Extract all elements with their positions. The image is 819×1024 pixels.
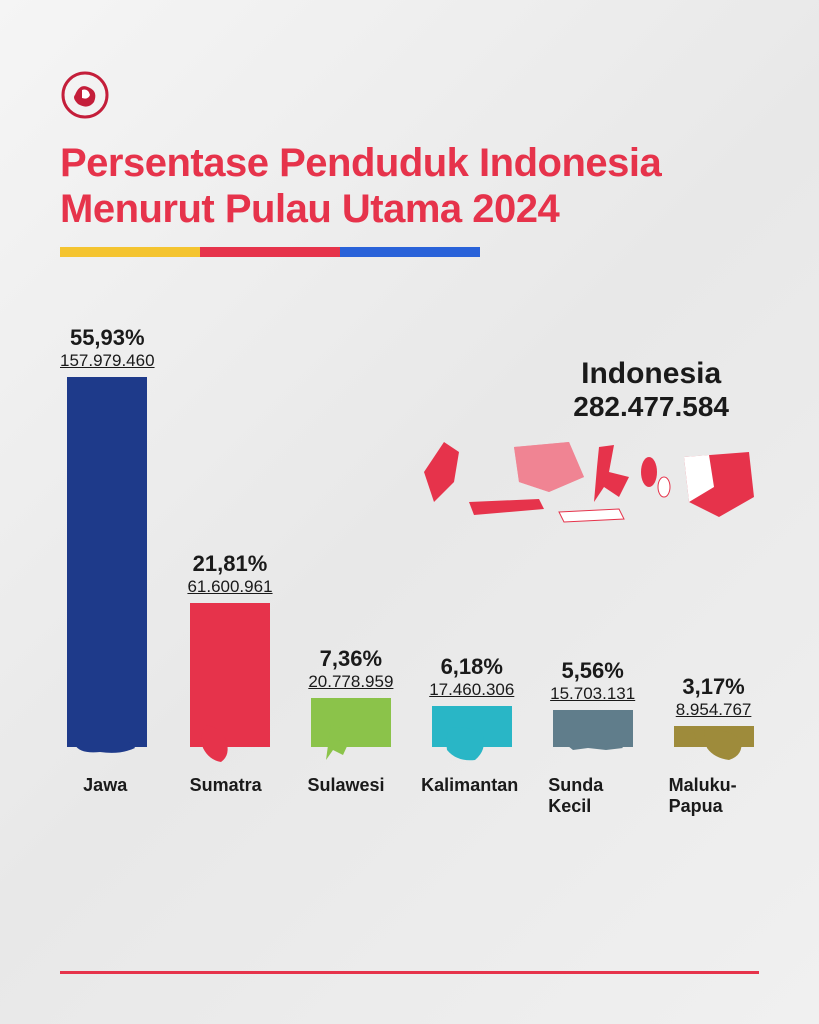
color-bar — [60, 247, 480, 257]
bar-value: 17.460.306 — [429, 680, 514, 700]
island-name: Sunda Kecil — [548, 775, 638, 817]
bar-label: 21,81%61.600.961 — [187, 551, 272, 597]
bar-label: 55,93%157.979.460 — [60, 325, 155, 371]
brand-logo — [60, 70, 110, 120]
infographic-container: Persentase Penduduk Indonesia Menurut Pu… — [0, 0, 819, 1024]
bar-percent: 6,18% — [429, 654, 514, 680]
island-name: Sulawesi — [307, 775, 384, 796]
page-title: Persentase Penduduk Indonesia Menurut Pu… — [60, 140, 759, 232]
bar-group: 55,93%157.979.460 — [60, 325, 155, 747]
bar-percent: 55,93% — [60, 325, 155, 351]
bar-percent: 21,81% — [187, 551, 272, 577]
bar-label: 6,18%17.460.306 — [429, 654, 514, 700]
island-icon — [311, 720, 381, 765]
island-name: Maluku-Papua — [669, 775, 759, 817]
island-cell: Sumatra — [180, 720, 270, 817]
bar-value: 61.600.961 — [187, 577, 272, 597]
island-cell: Sulawesi — [301, 720, 391, 817]
color-bar-segment — [340, 247, 480, 257]
bar-percent: 3,17% — [676, 674, 752, 700]
island-icon — [70, 720, 140, 765]
bar-percent: 5,56% — [550, 658, 635, 684]
island-icon — [191, 720, 261, 765]
bar-value: 15.703.131 — [550, 684, 635, 704]
chart-area: Indonesia 282.477.584 — [60, 297, 759, 857]
island-icon — [679, 720, 749, 765]
island-icon — [558, 720, 628, 765]
bar-chart: 55,93%157.979.460 21,81%61.600.961 7,36%20… — [60, 327, 759, 747]
island-cell: Maluku-Papua — [669, 720, 759, 817]
island-cell: Sunda Kecil — [548, 720, 638, 817]
bar-value: 20.778.959 — [308, 672, 393, 692]
bar-group: 21,81%61.600.961 — [185, 551, 276, 747]
bar-label: 3,17%8.954.767 — [676, 674, 752, 720]
footer-divider — [60, 971, 759, 974]
island-cell: Jawa — [60, 720, 150, 817]
island-icons-row: Jawa Sumatra Sulawesi Kalimantan Sunda Kecil… — [60, 720, 759, 817]
island-name: Kalimantan — [421, 775, 518, 796]
bar-value: 157.979.460 — [60, 351, 155, 371]
bar-label: 5,56%15.703.131 — [550, 658, 635, 704]
island-name: Sumatra — [190, 775, 262, 796]
island-cell: Kalimantan — [421, 720, 518, 817]
island-icon — [435, 720, 505, 765]
color-bar-segment — [60, 247, 200, 257]
bar-label: 7,36%20.778.959 — [308, 646, 393, 692]
bar — [67, 377, 147, 747]
color-bar-segment — [200, 247, 340, 257]
bar-value: 8.954.767 — [676, 700, 752, 720]
bar-percent: 7,36% — [308, 646, 393, 672]
island-name: Jawa — [83, 775, 127, 796]
